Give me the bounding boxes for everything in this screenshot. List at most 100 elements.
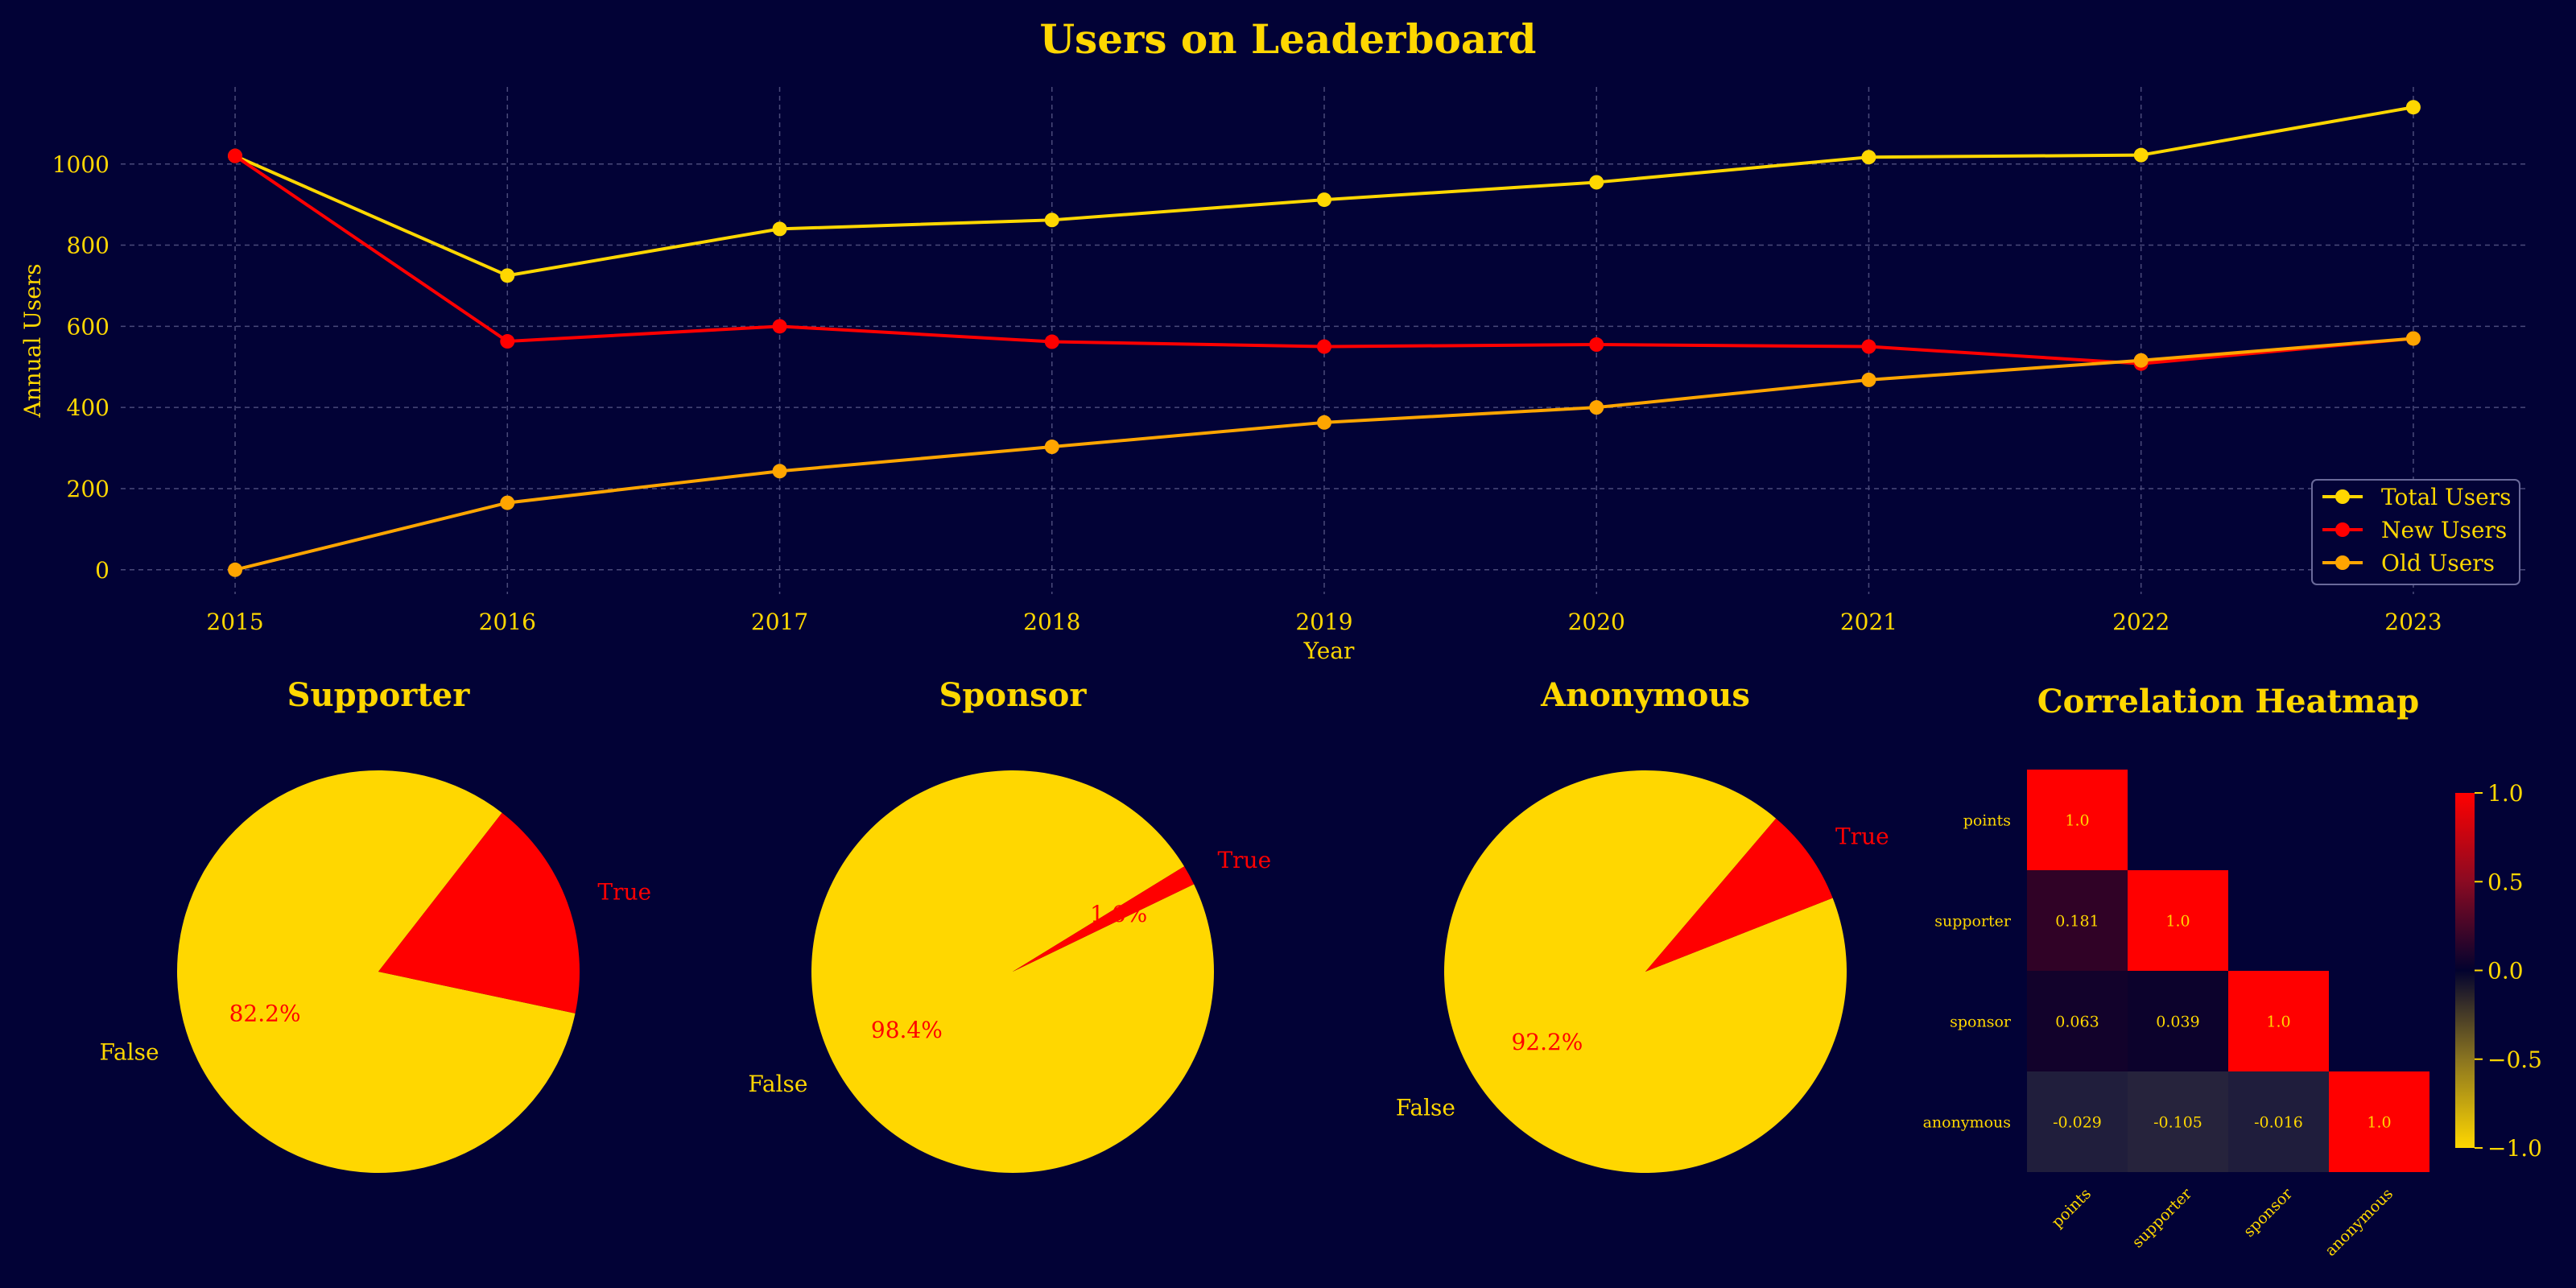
x-tick-label: 2022 — [2112, 609, 2169, 635]
y-tick-label: 1000 — [52, 151, 109, 178]
heatmap-cell-label: 0.063 — [2055, 1013, 2099, 1031]
line-chart-series — [228, 100, 2421, 577]
pie-label: True — [597, 879, 651, 906]
line-chart-x-ticks: 2015 2016 2017 2018 2019 2020 2021 2022 2023 — [206, 609, 2442, 635]
data-point — [2405, 331, 2421, 346]
heatmap-title: Correlation Heatmap — [2037, 683, 2419, 720]
data-point — [1044, 440, 1059, 455]
heatmap-row-label: points — [1963, 812, 2011, 830]
pie-pct-label: 1.6% — [1090, 901, 1147, 927]
x-tick-label: 2016 — [479, 609, 536, 635]
data-point — [1861, 372, 1876, 387]
heatmap-col-label: sponsor — [2240, 1184, 2297, 1241]
data-point — [1861, 150, 1876, 165]
heatmap-cell — [2228, 971, 2329, 1071]
x-tick-label: 2023 — [2384, 609, 2442, 635]
pie-label: False — [1396, 1095, 1455, 1121]
x-tick-label: 2021 — [1840, 609, 1897, 635]
heatmap-cell-label: 1.0 — [2367, 1114, 2391, 1132]
data-point — [2405, 100, 2421, 115]
data-point — [500, 334, 515, 349]
correlation-heatmap: 1.0 0.181 1.0 0.063 0.039 1.0 -0.029 -0.105 -0.0… — [1923, 770, 2429, 1260]
y-tick-label: 600 — [67, 313, 109, 340]
x-tick-label: 2019 — [1295, 609, 1352, 635]
heatmap-col-label: anonymous — [2322, 1185, 2396, 1260]
heatmap-cell — [2027, 770, 2128, 870]
data-point — [772, 464, 787, 479]
heatmap-colorbar: 1.0 0.5 0.0 −0.5 −1.0 — [2455, 780, 2542, 1162]
heatmap-cell-label: -0.016 — [2254, 1114, 2303, 1132]
y-tick-label: 800 — [67, 233, 109, 259]
colorbar-tick-label: 0.5 — [2487, 869, 2524, 895]
pie-label: False — [748, 1071, 807, 1097]
legend-label: Old Users — [2381, 550, 2495, 576]
heatmap-cell-label: 1.0 — [2065, 812, 2089, 830]
data-point — [2133, 353, 2149, 368]
data-point — [1317, 339, 1331, 354]
colorbar-gradient — [2455, 793, 2475, 1148]
legend-label: New Users — [2381, 517, 2507, 543]
y-tick-label: 200 — [67, 476, 109, 502]
data-point — [1589, 175, 1604, 190]
data-point — [1044, 334, 1059, 349]
pie-pct-label: 17.8% — [456, 918, 527, 944]
pie-supporter-title: Supporter — [287, 676, 471, 714]
heatmap-row-label: anonymous — [1923, 1114, 2011, 1132]
pie-pct-label: 7.8% — [1715, 889, 1773, 915]
heatmap-cell — [2128, 870, 2228, 971]
heatmap-cell — [2128, 971, 2228, 1071]
heatmap-cell — [2027, 971, 2128, 1071]
heatmap-row-label: supporter — [1934, 913, 2012, 931]
heatmap-col-label: points — [2049, 1185, 2095, 1231]
colorbar-tick-label: −0.5 — [2487, 1046, 2542, 1073]
heatmap-col-label: supporter — [2128, 1184, 2195, 1251]
data-point — [1317, 192, 1331, 208]
heatmap-row-label: sponsor — [1950, 1013, 2012, 1031]
pie-label: True — [1835, 823, 1889, 849]
data-point — [228, 562, 243, 577]
x-tick-label: 2017 — [751, 609, 808, 635]
colorbar-tick-label: −1.0 — [2487, 1135, 2542, 1162]
data-point — [2133, 147, 2149, 163]
y-tick-label: 0 — [95, 557, 109, 584]
colorbar-tick-label: 1.0 — [2487, 780, 2524, 807]
heatmap-cell-label: 1.0 — [2165, 913, 2190, 931]
pie-pct-label: 98.4% — [871, 1017, 943, 1043]
heatmap-cell — [2329, 1071, 2429, 1172]
line-chart-title: Users on Leaderboard — [1039, 15, 1536, 63]
data-point — [228, 148, 243, 163]
data-point — [1589, 400, 1604, 415]
line-chart-legend: Total Users New Users Old Users — [2311, 479, 2520, 585]
pie-slice-false — [1443, 770, 1847, 1173]
data-point — [1317, 415, 1331, 430]
heatmap-cell — [2027, 1071, 2128, 1172]
x-axis-label: Year — [1303, 638, 1355, 664]
pie-pct-label: 92.2% — [1511, 1029, 1583, 1055]
pie-slice-true — [1013, 866, 1195, 972]
pie-slice-true — [1645, 818, 1833, 972]
colorbar-tick-label: 0.0 — [2487, 958, 2524, 985]
heatmap-cell — [2027, 870, 2128, 971]
heatmap-cell-label: 0.039 — [2156, 1013, 2199, 1031]
data-point — [1044, 213, 1059, 228]
data-point — [500, 268, 515, 283]
pie-pct-label: 82.2% — [229, 1000, 301, 1026]
legend-box — [2311, 479, 2520, 585]
legend-marker — [2335, 489, 2350, 504]
heatmap-cell-label: 0.181 — [2055, 913, 2099, 931]
pie-slice-false — [811, 770, 1214, 1173]
legend-marker — [2335, 522, 2350, 537]
data-point — [772, 319, 787, 334]
x-tick-label: 2018 — [1023, 609, 1080, 635]
line-chart-y-ticks: 0 200 400 600 800 1000 — [52, 151, 109, 584]
heatmap-cell — [2228, 1071, 2329, 1172]
pie-charts: False 82.2% True 17.8% False 98.4% True 1.6% Fal… — [99, 770, 1889, 1174]
x-tick-label: 2015 — [206, 609, 263, 635]
heatmap-cell-label: -0.105 — [2153, 1114, 2202, 1132]
pie-slice-true — [378, 812, 580, 1013]
x-tick-label: 2020 — [1568, 609, 1625, 635]
pie-label: False — [99, 1038, 159, 1065]
pie-sponsor-title: Sponsor — [939, 676, 1088, 714]
heatmap-cell-label: 1.0 — [2266, 1013, 2290, 1031]
